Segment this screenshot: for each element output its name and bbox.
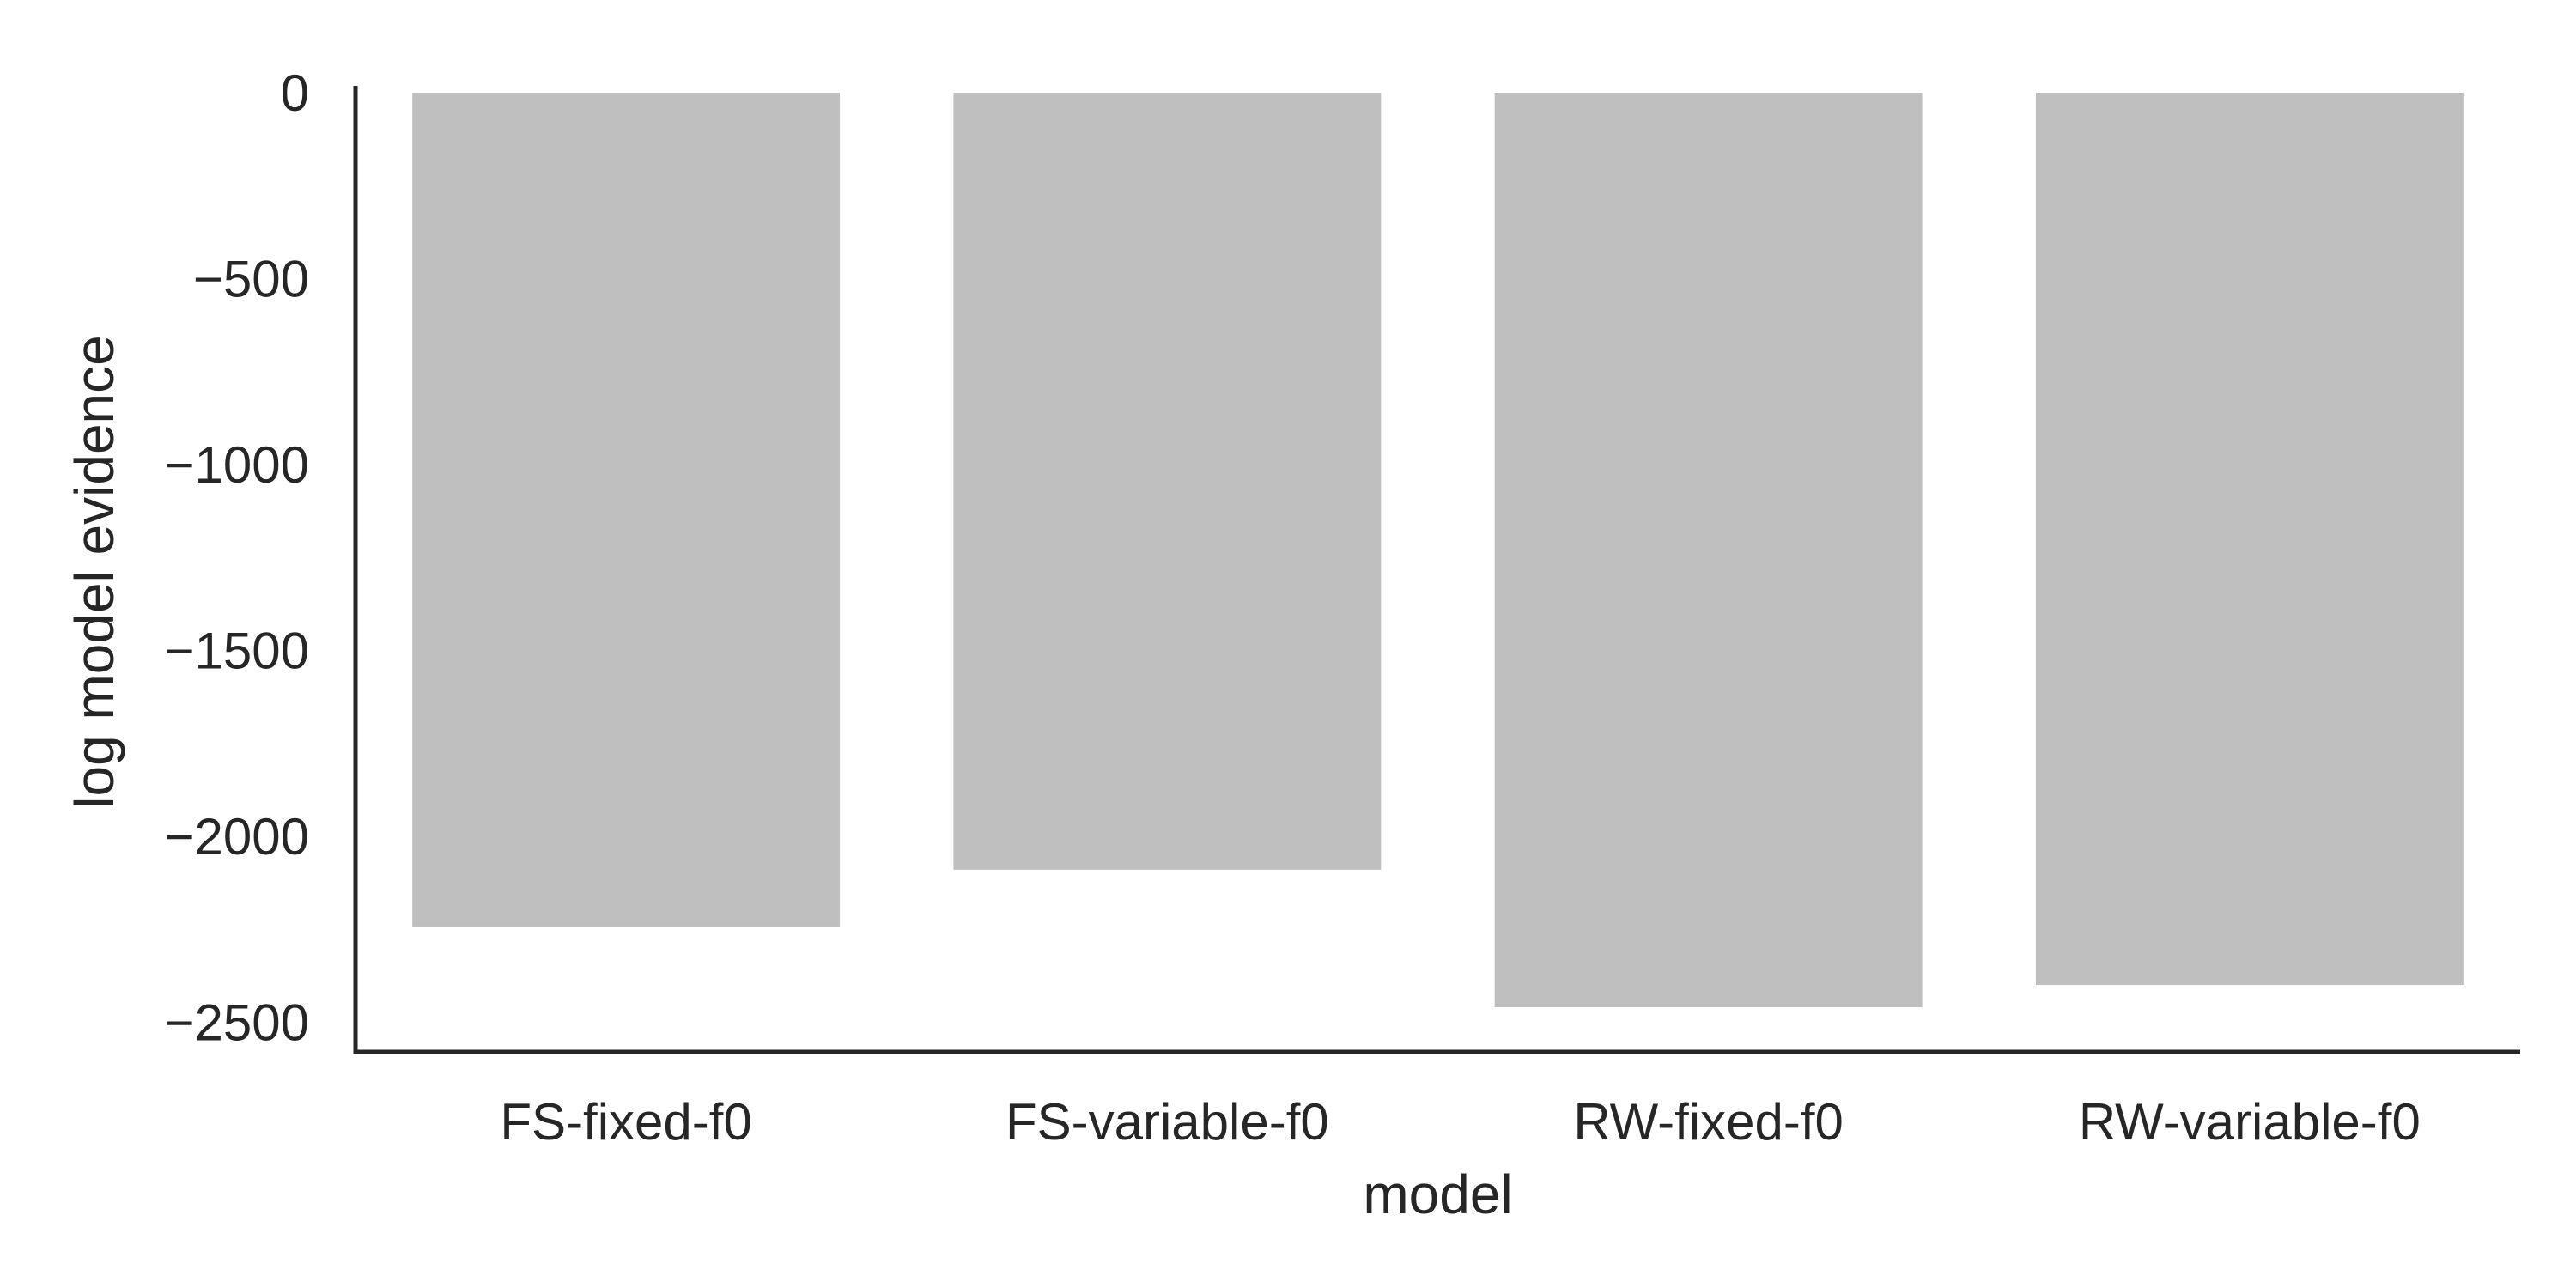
y-tick-label: −500 (193, 250, 309, 307)
y-axis-title: log model evidence (64, 335, 125, 808)
y-tick-label: −1500 (164, 622, 309, 679)
y-tick-label: −2500 (164, 993, 309, 1051)
x-tick-label: FS-variable-f0 (1005, 1093, 1329, 1151)
bar-RW-variable-f0 (2035, 93, 2464, 986)
x-axis-title: model (1363, 1163, 1512, 1225)
x-tick-label: RW-variable-f0 (2079, 1093, 2421, 1151)
x-tick-label: FS-fixed-f0 (500, 1093, 751, 1151)
bar-FS-variable-f0 (953, 93, 1382, 870)
bar-RW-fixed-f0 (1494, 93, 1923, 1008)
x-axis-ticks: FS-fixed-f0 FS-variable-f0 RW-fixed-f0 RW-v… (500, 1093, 2420, 1151)
y-tick-label: −1000 (164, 436, 309, 494)
bar-FS-fixed-f0 (412, 93, 841, 927)
bars-layer (412, 93, 2464, 1008)
y-tick-label: −2000 (164, 808, 309, 866)
x-tick-label: RW-fixed-f0 (1573, 1093, 1844, 1151)
y-axis-ticks: 0 −500 −1000 −1500 −2000 −2500 (164, 64, 309, 1051)
y-tick-label: 0 (281, 64, 309, 122)
